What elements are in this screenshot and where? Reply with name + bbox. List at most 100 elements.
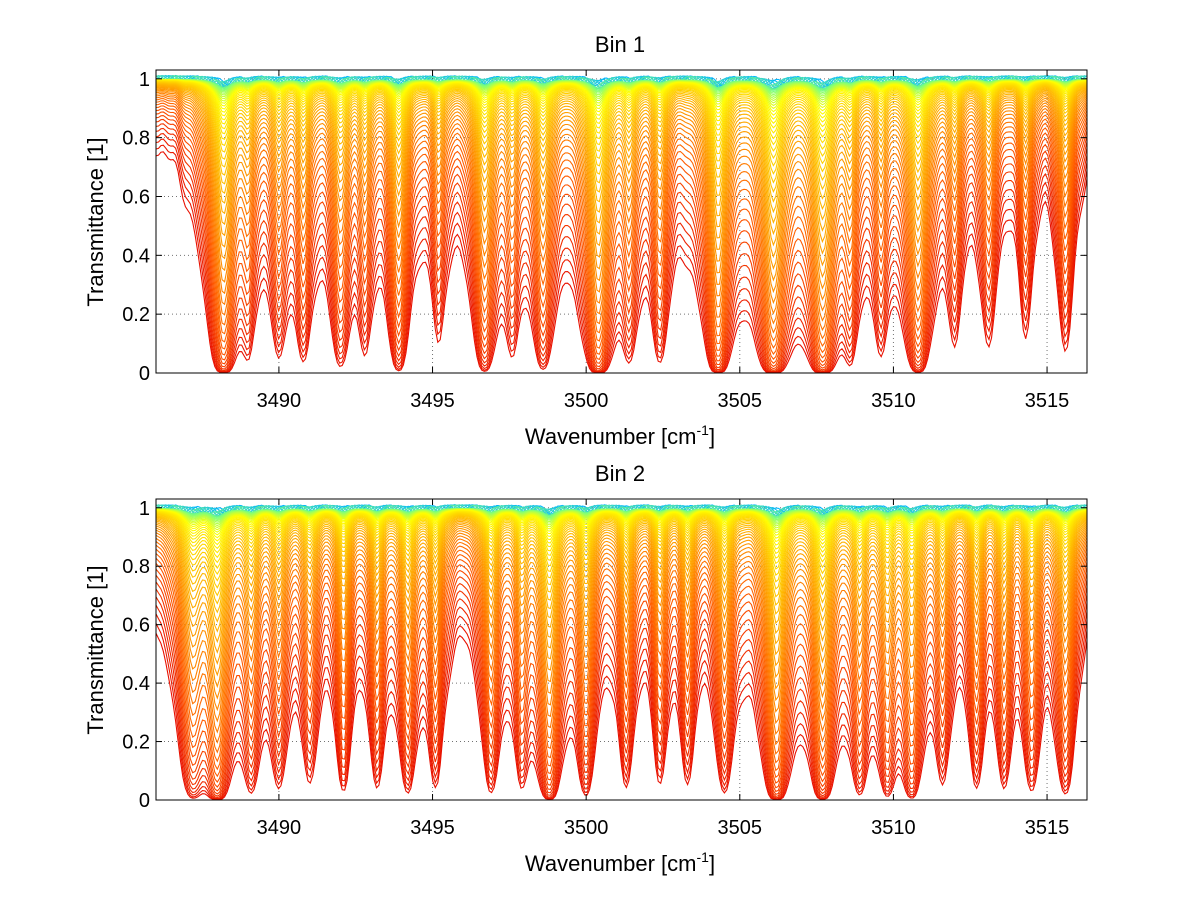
spectrum-line — [155, 514, 1088, 590]
spectrum-line — [155, 514, 1088, 598]
spectrum-line — [156, 81, 1088, 175]
series-group — [155, 504, 1088, 800]
spectrum-line — [155, 623, 1088, 800]
spectrum-line — [155, 138, 1088, 373]
spectrum-line — [155, 123, 1088, 373]
x-tick-label: 3500 — [564, 817, 609, 839]
axes-box — [155, 69, 1088, 374]
y-tick-label: 0.2 — [122, 732, 150, 754]
spectrum-line — [155, 520, 1088, 645]
spectrum-line — [155, 98, 1088, 342]
spectrum-line — [155, 92, 1088, 315]
chart-title: Bin 1 — [595, 32, 645, 57]
spectrum-line — [156, 80, 1088, 152]
spectrum-line — [156, 79, 1088, 113]
spectrum-line — [155, 509, 1088, 536]
spectrum-line — [155, 588, 1088, 798]
spectrum-line — [155, 613, 1088, 800]
spectrum-line — [156, 79, 1088, 120]
spectrum-line — [155, 83, 1088, 214]
y-tick-label: 0.6 — [122, 186, 150, 208]
spectrum-line — [155, 100, 1088, 349]
subplot-bin-2: Bin 2 3490 3495 3500 3505 3510 3515 0 0.2 0.4 0.… — [83, 461, 1088, 876]
x-tick-label: 3510 — [871, 817, 916, 839]
spectrum-line — [155, 527, 1088, 690]
axes-box — [155, 498, 1088, 801]
y-tick-label: 0.8 — [122, 556, 150, 578]
x-tick-label: 3500 — [564, 390, 609, 412]
spectrum-line — [155, 91, 1088, 305]
spectrum-line — [155, 604, 1088, 800]
y-tick-label: 0.6 — [122, 615, 150, 637]
spectrum-line — [155, 515, 1088, 606]
spectrum-line — [155, 557, 1088, 779]
spectrum-line — [155, 511, 1088, 565]
spectrum-line — [156, 85, 1088, 247]
spectrum-line — [155, 532, 1088, 713]
spectrum-line — [155, 534, 1088, 725]
spectrum-line — [155, 96, 1088, 334]
spectrum-line — [155, 105, 1088, 360]
spectrum-line — [155, 102, 1088, 355]
spectrum-line — [156, 83, 1088, 203]
y-tick-labels: 0 0.2 0.4 0.6 0.8 1 — [122, 498, 1087, 812]
x-axis-label: Wavenumber [cm-1] — [525, 422, 715, 449]
spectrum-line — [155, 81, 1088, 167]
spectrum-line — [155, 82, 1088, 193]
chart-title: Bin 2 — [595, 461, 645, 486]
spectrum-line — [155, 144, 1088, 373]
spectrum-line — [155, 516, 1088, 615]
spectrum-line — [155, 82, 1088, 184]
y-tick-label: 0.2 — [122, 304, 150, 326]
spectrum-line — [155, 94, 1088, 325]
spectrum-line — [155, 509, 1088, 534]
y-tick-label: 1 — [139, 498, 150, 520]
y-axis-label: Transmittance [1] — [83, 137, 108, 306]
spectrum-line — [155, 519, 1088, 635]
spectrum-line — [155, 88, 1088, 282]
spectrum-line — [155, 108, 1088, 364]
spectrum-line — [156, 79, 1088, 110]
spectrum-line — [155, 118, 1088, 371]
y-tick-label: 0.8 — [122, 128, 150, 150]
spectrum-line — [155, 563, 1088, 784]
spectrum-line — [155, 512, 1088, 570]
spectrum-line — [155, 509, 1088, 539]
y-tick-labels: 0 0.2 0.4 0.6 0.8 1 — [122, 69, 1087, 385]
spectrum-line — [155, 574, 1088, 793]
y-axis-label: Transmittance [1] — [83, 565, 108, 734]
spectrum-line — [155, 127, 1088, 373]
spectrum-line — [155, 511, 1088, 559]
spectrum-line — [155, 544, 1088, 755]
x-tick-label: 3490 — [257, 390, 302, 412]
x-axis-label: Wavenumber [cm-1] — [525, 849, 715, 876]
spectrum-line — [156, 79, 1088, 107]
spectrum-line — [156, 79, 1088, 116]
x-tick-labels: 3490 3495 3500 3505 3510 3515 — [257, 70, 1069, 412]
spectrum-line — [155, 509, 1088, 543]
spectrum-line — [155, 84, 1088, 224]
spectrum-line — [155, 581, 1088, 795]
subplot-bin-1: Bin 1 3490 3495 3500 3505 3510 3515 0 0.2 0.4 0.… — [83, 32, 1088, 449]
spectrum-line — [156, 81, 1088, 160]
spectrum-line — [155, 548, 1088, 764]
x-tick-label: 3510 — [871, 390, 916, 412]
x-tick-label: 3495 — [410, 390, 455, 412]
spectrum-line — [155, 537, 1088, 736]
y-tick-label: 0 — [139, 363, 150, 385]
spectrum-line — [155, 632, 1088, 800]
spectrum-line — [155, 510, 1088, 546]
x-tick-label: 3495 — [410, 817, 455, 839]
x-tick-labels: 3490 3495 3500 3505 3510 3515 — [257, 499, 1070, 839]
spectrum-line — [156, 86, 1088, 259]
spectrum-line — [155, 133, 1088, 373]
spectrum-line — [155, 89, 1088, 294]
x-tick-label: 3505 — [718, 390, 763, 412]
x-tick-label: 3515 — [1025, 817, 1070, 839]
series-group — [155, 74, 1088, 373]
spectrum-line — [155, 596, 1088, 799]
x-tick-label: 3505 — [718, 817, 763, 839]
spectrum-line — [155, 553, 1088, 772]
spectrum-line — [155, 510, 1088, 550]
